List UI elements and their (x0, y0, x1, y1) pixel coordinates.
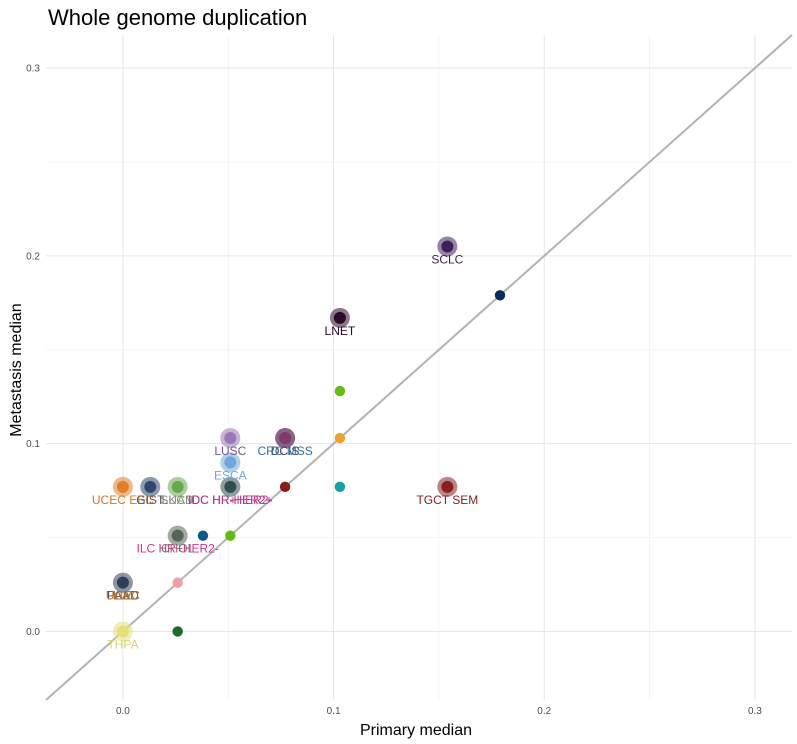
data-point (441, 480, 454, 493)
data-point (225, 481, 236, 493)
point-label: GIST (136, 493, 165, 507)
point-label: ESCA (214, 468, 247, 482)
x-axis-ticks: 0.0 0.1 0.2 0.3 (116, 706, 762, 717)
data-points (112, 236, 506, 642)
chart-title: Whole genome duplication (48, 5, 307, 30)
data-point (334, 432, 346, 444)
x-tick-label: 0.3 (748, 706, 762, 717)
data-point (333, 311, 346, 324)
data-point (172, 626, 183, 637)
point-label: ILC HR+HER2- (136, 542, 218, 556)
grid (46, 35, 792, 700)
x-tick-label: 0.0 (116, 706, 130, 717)
point-label: CHOL (161, 542, 195, 556)
point-label: IDC HR-HER2+ (188, 493, 272, 507)
point-label: THPA (107, 637, 138, 651)
data-point (116, 625, 129, 638)
y-tick-label: 0.2 (26, 251, 40, 262)
data-point (172, 481, 183, 493)
point-label: LNET (325, 324, 356, 338)
point-label: LUSC (214, 444, 246, 458)
data-point (172, 577, 183, 588)
x-tick-label: 0.1 (327, 706, 341, 717)
y-tick-label: 0.1 (26, 439, 40, 450)
y-axis-title: Metastasis median (8, 303, 25, 436)
data-point (144, 480, 157, 493)
point-label: CRC MSS (257, 444, 312, 458)
point-label: SCLC (431, 252, 463, 266)
data-point (334, 385, 346, 397)
reference-line (45, 34, 793, 701)
data-point (494, 290, 506, 301)
data-point (279, 481, 291, 493)
y-tick-label: 0.3 (26, 64, 40, 75)
point-label: IDC HR+HER2- (188, 493, 272, 507)
point-label: DCIS (271, 444, 300, 458)
data-point (224, 432, 237, 445)
x-tick-label: 0.2 (537, 706, 551, 717)
y-tick-label: 0.0 (26, 627, 40, 638)
data-point (116, 480, 129, 493)
data-point (279, 432, 292, 445)
point-label: SKCM (160, 493, 195, 507)
point-label: LIM (113, 589, 133, 603)
y-axis-ticks: 0.0 0.1 0.2 0.3 (26, 64, 40, 638)
point-label: LUAD (162, 493, 194, 507)
data-point (117, 577, 129, 588)
point-label: TGCT SEM (416, 493, 478, 507)
data-point (225, 530, 236, 541)
data-point (441, 240, 454, 253)
data-point (197, 530, 209, 541)
point-label: PAAD (107, 589, 139, 603)
identity-line (45, 34, 793, 701)
data-point (334, 481, 346, 493)
point-label: UCEC (106, 589, 140, 603)
data-point (224, 456, 237, 469)
data-point (172, 530, 183, 541)
point-label: UCEC EEC (92, 493, 154, 507)
x-axis-title: Primary median (360, 722, 472, 739)
